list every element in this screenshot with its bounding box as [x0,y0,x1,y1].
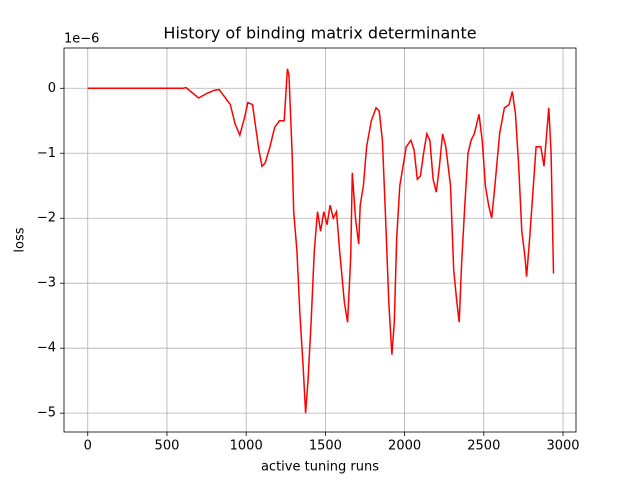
y-tick-label: 0 [48,81,56,96]
y-tick-label: −3 [37,276,56,291]
x-tick-label: 3000 [546,439,579,454]
y-tick-label: −5 [37,406,56,421]
x-tick-label: 1500 [309,439,342,454]
y-axis-label: loss [13,227,28,252]
x-tick-label: 2500 [467,439,500,454]
x-tick-label: 0 [84,439,92,454]
y-offset-label: 1e−6 [64,32,99,47]
x-tick-label: 2000 [388,439,421,454]
y-tick-label: −4 [37,341,56,356]
x-axis-label: active tuning runs [261,460,379,475]
plot-frame [63,47,577,433]
x-tick-label: 500 [155,439,180,454]
data-line [87,68,555,414]
chart-title: History of binding matrix determinante [163,24,476,43]
x-tick-label: 1000 [230,439,263,454]
y-tick-label: −1 [37,146,56,161]
y-tick-label: −2 [37,211,56,226]
